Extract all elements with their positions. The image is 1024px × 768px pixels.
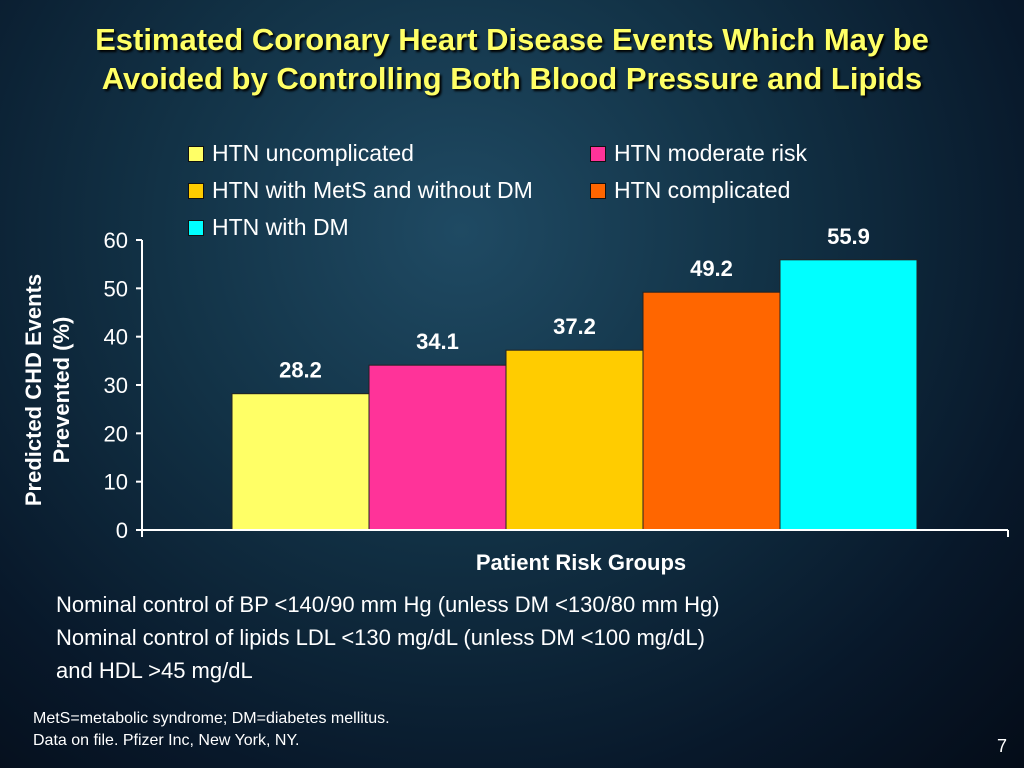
legend-swatch — [590, 145, 606, 162]
legend-item-4: HTN complicated — [590, 177, 790, 204]
legend-swatch — [188, 219, 204, 236]
legend-label: HTN with MetS and without DM — [212, 177, 533, 203]
bar-5 — [779, 259, 918, 531]
y-tick-label: 50 — [104, 276, 128, 301]
data-label-2: 34.1 — [416, 329, 459, 354]
y-axis-label-line-1: Predicted CHD Events — [21, 274, 46, 506]
bar-chart: 0 10 20 30 40 50 60 28.2 34.1 37.2 49.2 55.9 Patient… — [21, 224, 918, 575]
data-label-5: 55.9 — [827, 224, 870, 249]
bar-4 — [642, 291, 781, 531]
y-tick-label: 0 — [116, 518, 128, 543]
legend-item-3: HTN with MetS and without DM — [188, 177, 533, 204]
legend-swatch — [188, 145, 204, 162]
legend-item-2: HTN moderate risk — [590, 140, 807, 167]
slide-title-line-2: Avoided by Controlling Both Blood Pressu… — [101, 61, 923, 96]
legend-swatch — [590, 182, 606, 199]
legend-item-5: HTN with DM — [188, 214, 349, 241]
legend-swatch — [188, 182, 204, 199]
note-hdl: and HDL >45 mg/dL — [56, 658, 253, 683]
y-axis-label-line-2: Prevented (%) — [49, 317, 74, 464]
footnote: MetS=metabolic syndrome; DM=diabetes mel… — [33, 708, 390, 752]
page-number: 7 — [996, 736, 1007, 756]
data-label-4: 49.2 — [690, 256, 733, 281]
legend-label: HTN with DM — [212, 214, 349, 240]
legend-label: HTN moderate risk — [614, 140, 807, 166]
bar-2 — [368, 364, 507, 531]
x-axis-label: Patient Risk Groups — [476, 550, 686, 575]
legend-label: HTN complicated — [614, 177, 791, 203]
y-tick-label: 40 — [104, 325, 128, 350]
note-lipids: Nominal control of lipids LDL <130 mg/dL… — [56, 625, 705, 650]
y-tick-label: 20 — [104, 421, 128, 446]
slide-title-line-1: Estimated Coronary Heart Disease Events … — [95, 22, 929, 57]
legend-label: HTN uncomplicated — [212, 140, 414, 166]
bar-3 — [505, 349, 644, 531]
bar-1 — [231, 393, 370, 531]
footnote-abbreviations: MetS=metabolic syndrome; DM=diabetes mel… — [33, 710, 390, 727]
note-bp: Nominal control of BP <140/90 mm Hg (unl… — [56, 592, 720, 617]
y-tick-label: 30 — [104, 373, 128, 398]
legend-item-1: HTN uncomplicated — [188, 140, 414, 167]
y-tick-label: 60 — [104, 228, 128, 253]
data-label-3: 37.2 — [553, 314, 596, 339]
data-label-1: 28.2 — [279, 358, 322, 383]
footnote-source: Data on file. Pfizer Inc, New York, NY. — [33, 732, 300, 749]
y-axis-label: Predicted CHD Events Prevented (%) — [21, 274, 74, 506]
slide-title: Estimated Coronary Heart Disease Events … — [0, 20, 1024, 98]
control-notes: Nominal control of BP <140/90 mm Hg (unl… — [56, 588, 720, 687]
y-tick-label: 10 — [104, 470, 128, 495]
